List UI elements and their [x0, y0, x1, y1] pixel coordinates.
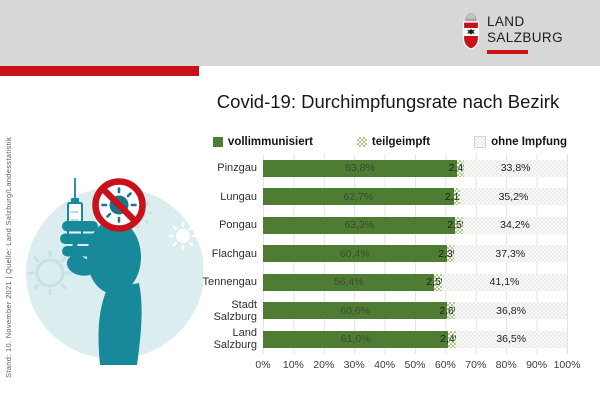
bar-track: 60,6% 2,6% 36,8% [263, 302, 567, 320]
bar-segment-none [464, 159, 567, 177]
bar-value-label: 63,3% [344, 219, 375, 232]
no-virus-sign-icon [92, 178, 146, 232]
bar-track: 61,0% 2,4% 36,5% [263, 330, 567, 348]
bar-value-label: 36,8% [496, 304, 526, 317]
bar-segment-none [459, 188, 567, 206]
bar-value-label: 60,6% [340, 304, 370, 317]
bar-segment-partial [446, 245, 454, 263]
chart-legend: vollimmunisiert teilgeimpft ohne Impfung [205, 136, 575, 148]
header-band [0, 0, 600, 66]
category-label: Tennengau [202, 276, 257, 289]
x-axis-tick-label: 100% [553, 359, 581, 371]
chart-row: Pongau 63,3% 2,5% 34,2% [190, 211, 567, 240]
logo-text: LAND SALZBURG [487, 12, 563, 54]
bar-track: 56,4% 2,5% 41,1% [263, 273, 567, 291]
bar-value-label: 60,4% [339, 247, 370, 260]
x-axis-tick-label: 80% [495, 359, 517, 371]
legend-label-teilgeimpft: teilgeimpft [371, 136, 431, 148]
source-note: Stand: 10. November 2021 | Quelle: Land … [4, 137, 13, 378]
bar-value-label: 63,8% [345, 162, 375, 175]
hand-icon [60, 220, 142, 365]
category-label: Land Salzburg [213, 327, 257, 352]
bar-track: 63,8% 2,4% 33,8% [263, 159, 567, 177]
bar-segment-partial [456, 159, 465, 177]
bar-segment-none [463, 216, 567, 234]
bar-track: 63,3% 2,5% 34,2% [263, 216, 567, 234]
bar-segment-none [453, 245, 567, 263]
chart-row: Flachgau 60,4% 2,3% 37,3% [190, 240, 567, 269]
bar-value-label: 36,5% [496, 333, 527, 346]
vaccination-illustration [26, 178, 203, 365]
bar-chart: Pinzgau 63,8% 2,4% 33,8% Lungau 62,7% 2,1% 35,2… [190, 154, 580, 380]
page-title: Covid-19: Durchimpfungsrate nach Bezirk [216, 91, 560, 112]
legend-label-vollimmunisiert: vollimmunisiert [227, 136, 313, 148]
bar-segment-full [263, 188, 454, 206]
bar-value-label: 56,4% [333, 276, 364, 289]
bar-segment-none [442, 273, 567, 291]
bar-value-label: 62,7% [343, 190, 374, 203]
salzburg-coat-of-arms-icon [462, 13, 480, 50]
bar-value-label: 34,2% [500, 219, 530, 232]
x-axis-tick-label: 70% [465, 359, 487, 371]
category-label: Stadt Salzburg [213, 298, 257, 323]
chart-row: Lungau 62,7% 2,1% 35,2% [190, 183, 567, 212]
legend-item-teilgeimpft: teilgeimpft [356, 136, 431, 148]
bar-segment-partial [455, 216, 464, 234]
bar-segment-partial [448, 330, 456, 348]
logo-line1: LAND [487, 14, 525, 29]
bar-segment-full [263, 216, 456, 234]
chart-row: Pinzgau 63,8% 2,4% 33,8% [190, 154, 567, 183]
accent-red-bar [0, 66, 199, 76]
x-axis-tick-label: 0% [255, 359, 271, 371]
chart-row: Stadt Salzburg 60,6% 2,6% 36,8% [190, 297, 567, 326]
x-axis-tick-label: 60% [434, 359, 456, 371]
bar-segment-partial [453, 188, 460, 206]
legend-label-ohne-impfung: ohne Impfung [491, 136, 568, 148]
bar-track: 62,7% 2,1% 35,2% [263, 188, 567, 206]
x-axis-tick-label: 90% [526, 359, 548, 371]
category-label: Lungau [220, 190, 257, 203]
bar-value-label: 33,8% [500, 162, 531, 175]
legend-swatch-ohne-impfung [474, 136, 487, 148]
bar-value-label: 35,2% [498, 190, 529, 203]
legend-swatch-vollimmunisiert [212, 137, 223, 147]
faint-virus-icon [27, 250, 73, 296]
bar-segment-full [263, 273, 435, 291]
x-axis-tick-label: 10% [282, 359, 304, 371]
land-salzburg-logo: LAND SALZBURG [461, 12, 563, 54]
legend-swatch-teilgeimpft [356, 137, 367, 147]
category-label: Pinzgau [217, 162, 257, 175]
bar-segment-none [455, 302, 567, 320]
bar-track: 60,4% 2,3% 37,3% [263, 245, 567, 263]
x-axis-tick-label: 20% [313, 359, 335, 371]
bar-value-label: 41,1% [489, 276, 520, 289]
category-label: Pongau [219, 219, 257, 232]
chart-row: Land Salzburg 61,0% 2,4% 36,5% [190, 325, 567, 354]
x-axis: 0% 10% 20% 30% 40% 50% 60% 70% 80% 90% 100% [255, 359, 580, 375]
logo-line2: SALZBURG [487, 29, 563, 45]
bar-segment-full [263, 159, 457, 177]
bar-segment-full [263, 330, 449, 348]
bar-value-label: 37,3% [495, 247, 526, 260]
x-axis-tick-label: 50% [404, 359, 426, 371]
bar-segment-partial [447, 302, 456, 320]
category-label: Flachgau [211, 247, 257, 260]
white-starburst-icon [168, 221, 198, 251]
bar-segment-full [263, 302, 448, 320]
logo-red-underline [487, 50, 528, 54]
x-axis-tick-label: 30% [343, 359, 365, 371]
bar-segment-partial [434, 273, 443, 291]
chart-row: Tennengau 56,4% 2,5% 41,1% [190, 268, 567, 297]
bar-value-label: 61,0% [340, 333, 371, 346]
bar-segment-none [455, 330, 567, 348]
legend-item-vollimmunisiert: vollimmunisiert [212, 136, 313, 148]
plot-rows: Pinzgau 63,8% 2,4% 33,8% Lungau 62,7% 2,1% 35,2… [190, 154, 567, 354]
legend-item-ohne-impfung: ohne Impfung [474, 136, 567, 148]
x-axis-tick-label: 40% [374, 359, 396, 371]
bar-segment-full [263, 245, 447, 263]
